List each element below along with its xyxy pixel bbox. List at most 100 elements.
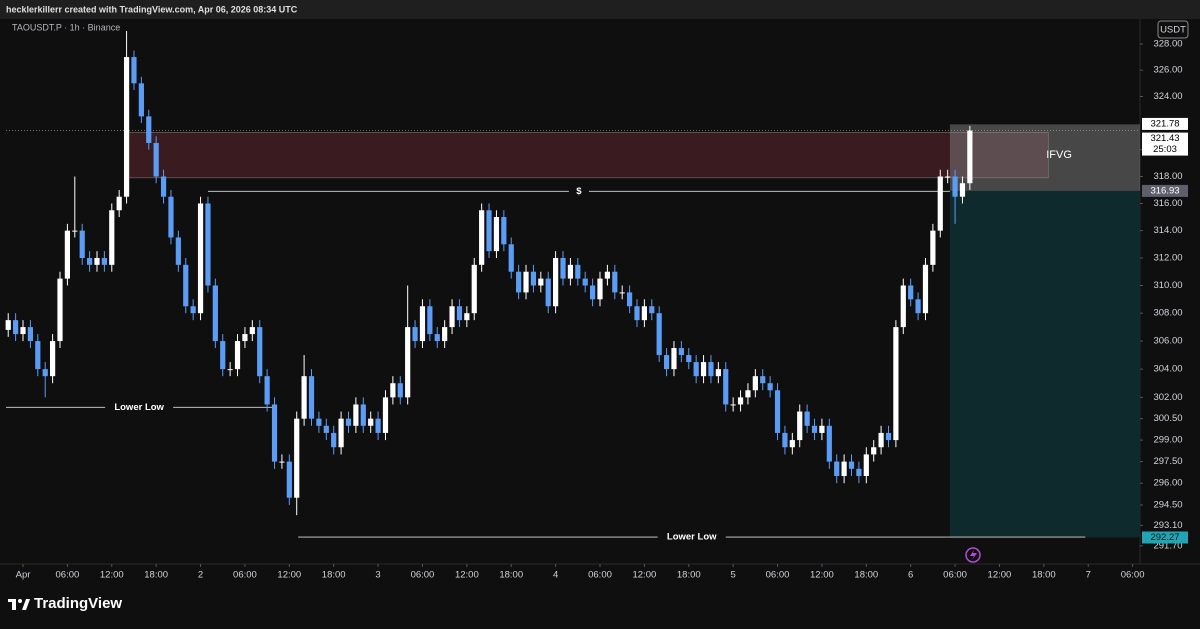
y-tick-label: 316.00 (1153, 198, 1182, 209)
logo-part (22, 599, 30, 610)
candle-body (405, 327, 411, 398)
candle-body (560, 257, 566, 279)
candle-body (612, 271, 618, 293)
logo-part (18, 599, 22, 603)
x-tick-label: 06:00 (766, 570, 790, 581)
x-tick-label: 18:00 (499, 570, 523, 581)
candle-body (338, 418, 344, 448)
candle-body (79, 230, 85, 258)
last-price-label-bg (1142, 132, 1188, 145)
candle-body (190, 306, 196, 314)
candle-body (168, 196, 174, 238)
y-tick-label: 296.00 (1153, 478, 1182, 489)
candle-body (234, 341, 241, 370)
candle-body (952, 176, 958, 197)
candle-body (205, 203, 211, 286)
candle-body (286, 461, 292, 498)
candle-body (671, 348, 677, 370)
y-tick-label: 306.00 (1153, 336, 1182, 347)
candle-body (331, 432, 337, 448)
level-label: Lower Low (114, 402, 164, 413)
candle-body (590, 285, 596, 300)
countdown: 25:03 (1153, 144, 1177, 155)
level-label: $ (576, 186, 582, 197)
candle-body (279, 461, 285, 463)
candle-body (937, 176, 943, 231)
event-icon[interactable] (965, 547, 981, 563)
level-label: Lower Low (667, 532, 717, 543)
candle-body (915, 299, 921, 314)
candle-body (782, 432, 788, 448)
x-tick-label: 4 (553, 570, 558, 581)
candle-body (737, 397, 744, 405)
candle-body (353, 404, 359, 426)
candle-body (493, 217, 500, 252)
candle-body (220, 341, 226, 370)
x-tick-label: 7 (1086, 570, 1091, 581)
candle-body (101, 257, 107, 265)
candle-body (745, 390, 751, 398)
candle-body (634, 306, 640, 321)
currency-box[interactable] (1157, 20, 1189, 39)
y-tick-label: 326.00 (1153, 65, 1182, 76)
candle-body (456, 306, 463, 321)
candle-body (294, 418, 300, 498)
y-tick-label: 297.50 (1153, 456, 1182, 467)
candle-body (708, 362, 714, 377)
candle-body (183, 264, 189, 307)
candle-body (575, 264, 581, 279)
candle-body (442, 327, 448, 342)
candle-body (885, 432, 892, 441)
ifvg-zone (127, 132, 1049, 179)
candle-body (826, 425, 832, 462)
candle-body (5, 320, 11, 330)
candle-body (27, 327, 34, 342)
currency: USDT (1160, 25, 1186, 36)
target-label-bg (1142, 531, 1188, 544)
y-tick-label: 302.00 (1153, 392, 1182, 403)
candle-body (116, 196, 122, 211)
y-tick-label: 293.10 (1153, 520, 1182, 531)
candle-body (20, 327, 26, 335)
x-tick-label: 18:00 (322, 570, 346, 581)
candle-body (464, 313, 470, 321)
candle-body (604, 271, 610, 279)
x-tick-label: 3 (375, 570, 380, 581)
candle-body (301, 376, 307, 419)
candle-body (64, 230, 70, 279)
candle-body (523, 271, 529, 293)
candle-body (626, 292, 633, 307)
candle-body (819, 425, 825, 433)
y-tick-label: 324.00 (1153, 91, 1182, 102)
candle-body (360, 404, 366, 426)
x-tick-label: 12:00 (455, 570, 479, 581)
x-tick-label: 6 (908, 570, 913, 581)
x-tick-label: 06:00 (943, 570, 967, 581)
candle-body (316, 418, 322, 426)
candle-body (538, 278, 544, 286)
high-label-bg (1142, 117, 1188, 130)
candle-body (930, 230, 936, 265)
y-tick-label: 308.00 (1153, 308, 1182, 319)
y-tick-label: 310.00 (1153, 280, 1182, 291)
candle-body (345, 418, 352, 426)
logo-part (12, 599, 16, 610)
candle-body (212, 285, 218, 342)
candle-body (686, 355, 692, 363)
candle-body (730, 404, 736, 406)
candle-body (50, 341, 56, 377)
x-tick-label: 06:00 (411, 570, 435, 581)
candle-body (797, 411, 803, 441)
candle-body (878, 432, 884, 448)
x-tick-label: 12:00 (988, 570, 1012, 581)
candle-body (656, 313, 662, 356)
last-price-label: 321.43 (1150, 133, 1179, 144)
candle-body (412, 327, 418, 342)
candle-body (834, 461, 840, 477)
y-tick-label: 318.00 (1153, 171, 1182, 182)
brand: TradingView (34, 595, 122, 612)
candle-body (871, 447, 877, 455)
candle-body (264, 376, 270, 405)
x-tick-label: 18:00 (1032, 570, 1056, 581)
